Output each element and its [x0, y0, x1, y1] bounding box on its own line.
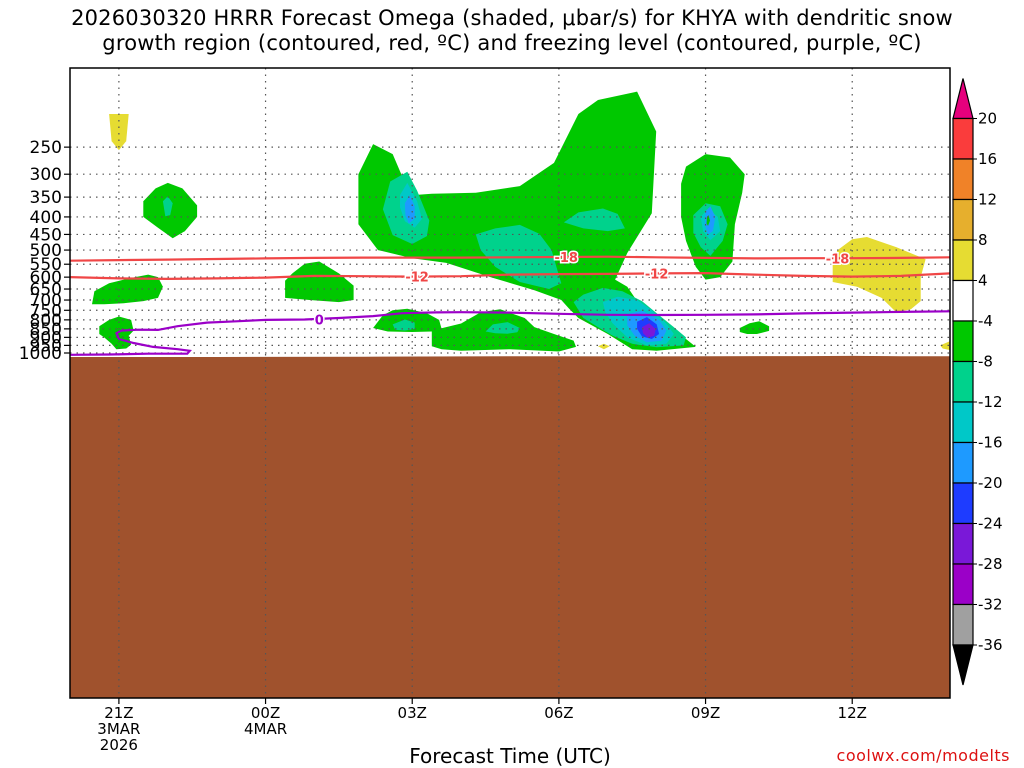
colorbar-swatch-11 — [952, 563, 974, 606]
contour-label--12-0: -12 — [405, 271, 429, 286]
credit-text: coolwx.com/modelts — [836, 746, 1010, 765]
contour-line-0 — [70, 310, 950, 356]
ytick-label-950: 950 — [30, 336, 62, 356]
colorbar-swatch-3 — [952, 239, 974, 282]
ytick-label-750: 750 — [30, 301, 62, 321]
ytick-label-550: 550 — [30, 255, 62, 275]
omega-region-0 — [358, 91, 696, 351]
omega-region-20 — [404, 195, 415, 224]
chart-title: 2026030320 HRRR Forecast Omega (shaded, … — [0, 6, 1024, 56]
contour-label-0-0: 0 — [315, 313, 324, 328]
x-axis-label: Forecast Time (UTC) — [409, 744, 611, 768]
colorbar-label--16: -16 — [978, 434, 1003, 452]
omega-region-8 — [739, 321, 770, 334]
ytick-label-300: 300 — [30, 165, 62, 185]
title-line-2: growth region (contoured, red, ºC) and f… — [102, 31, 922, 55]
colorbar-label-20: 20 — [978, 110, 997, 128]
omega-region-14 — [485, 322, 520, 334]
colorbar-label-8: 8 — [978, 231, 988, 249]
contour-line--18 — [70, 255, 950, 262]
colorbar-label--28: -28 — [978, 555, 1003, 573]
xtick-label-21Z-1: 3MAR — [97, 720, 140, 738]
colorbar-label--20: -20 — [978, 474, 1003, 492]
colorbar-swatch-8 — [952, 441, 974, 484]
colorbar-label-12: 12 — [978, 191, 997, 209]
omega-region-6 — [285, 261, 354, 303]
xtick-label-21Z-2: 2026 — [100, 736, 138, 754]
omega-region-28 — [598, 343, 610, 350]
ytick-label-1000: 1000 — [19, 344, 62, 364]
xtick-label-12Z-0: 12Z — [838, 704, 867, 722]
xtick-label-09Z-0: 09Z — [691, 704, 720, 722]
omega-region-25 — [706, 215, 710, 226]
xtick-label-06Z-0: 06Z — [544, 704, 573, 722]
title-line-1: 2026030320 HRRR Forecast Omega (shaded, … — [71, 6, 953, 30]
colorbar-swatch-10 — [952, 522, 974, 565]
colorbar-label--12: -12 — [978, 393, 1003, 411]
xtick-label-00Z-1: 4MAR — [244, 720, 287, 738]
ytick-label-800: 800 — [30, 311, 62, 331]
colorbar-under-triangle — [952, 644, 974, 686]
omega-region-16 — [162, 196, 173, 217]
colorbar-swatch-4 — [952, 279, 974, 322]
ytick-label-350: 350 — [30, 188, 62, 208]
colorbar-swatch-1 — [952, 158, 974, 201]
colorbar-label--24: -24 — [978, 515, 1003, 533]
plot-clip-group: -18 -18 -12 -12 0 — [70, 68, 950, 698]
xtick-label-03Z-0: 03Z — [398, 704, 427, 722]
colorbar-swatch-12 — [952, 603, 974, 646]
colorbar-swatch-6 — [952, 360, 974, 403]
ytick-label-450: 450 — [30, 225, 62, 245]
ytick-label-700: 700 — [30, 291, 62, 311]
colorbar-label-4: 4 — [978, 272, 988, 290]
contour-label--18-0: -18 — [554, 251, 578, 266]
omega-region-22 — [704, 206, 716, 235]
ytick-label-250: 250 — [30, 138, 62, 158]
omega-region-5 — [92, 274, 163, 305]
colorbar-swatch-5 — [952, 320, 974, 363]
contour-label--18-1: -18 — [826, 253, 850, 268]
omega-region-26 — [109, 114, 129, 151]
colorbar-label-16: 16 — [978, 150, 997, 168]
omega-region-15 — [392, 319, 415, 331]
colorbar-swatch-9 — [952, 482, 974, 525]
colorbar-label--8: -8 — [978, 353, 993, 371]
ytick-label-400: 400 — [30, 208, 62, 228]
xtick-label-21Z-0: 21Z — [104, 704, 133, 722]
contour-label--12-1: -12 — [645, 267, 669, 282]
colorbar: 20 16 12 8 4 -4 -8 -12 -16 -20 -24 -28 -32 -36 — [952, 78, 1003, 686]
colorbar-swatch-2 — [952, 198, 974, 241]
ytick-label-850: 850 — [30, 320, 62, 340]
xtick-label-00Z-0: 00Z — [251, 704, 280, 722]
plot-frame — [69, 67, 951, 699]
contour-line--12 — [70, 271, 950, 281]
colorbar-swatch-0 — [952, 117, 974, 160]
ytick-label-500: 500 — [30, 241, 62, 261]
omega-region-29 — [940, 341, 950, 350]
ytick-label-900: 900 — [30, 328, 62, 348]
omega-region-11 — [563, 208, 625, 232]
colorbar-label--4: -4 — [978, 312, 993, 330]
omega-region-27 — [832, 237, 926, 313]
colorbar-over-triangle — [952, 78, 974, 120]
ytick-label-600: 600 — [30, 268, 62, 288]
colorbar-label--32: -32 — [978, 596, 1003, 614]
colorbar-label--36: -36 — [978, 636, 1003, 654]
plot-area: -18 -18 -12 -12 0 250 300 350400450500550600650… — [19, 67, 951, 754]
omega-region-24 — [642, 323, 656, 338]
ytick-label-650: 650 — [30, 280, 62, 300]
terrain-fill — [70, 355, 950, 698]
colorbar-swatch-7 — [952, 401, 974, 444]
